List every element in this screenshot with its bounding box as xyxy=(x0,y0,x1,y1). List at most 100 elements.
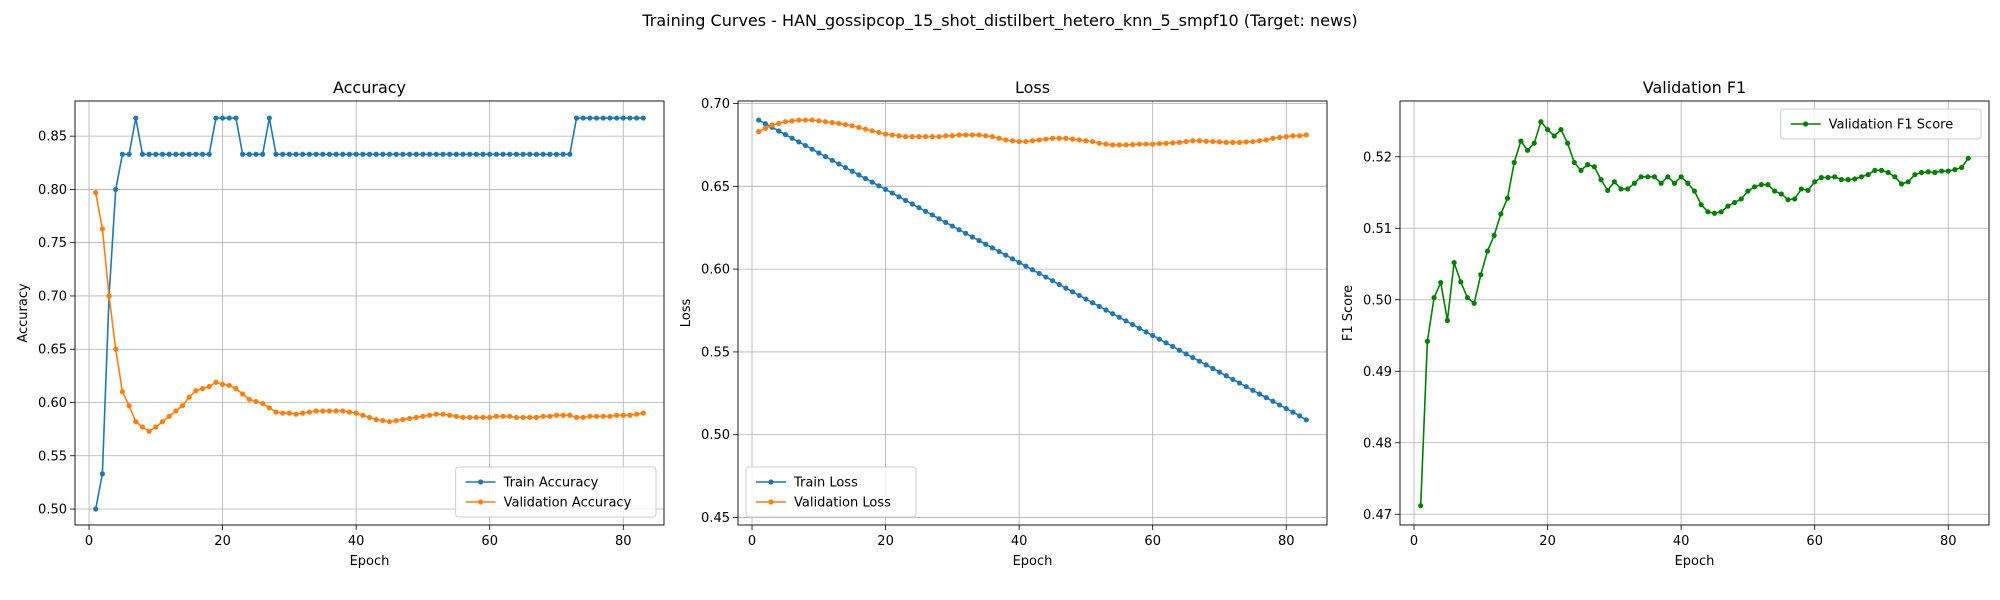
data-point xyxy=(213,115,219,121)
grid xyxy=(1400,101,1989,525)
data-point xyxy=(963,132,969,138)
data-point xyxy=(1678,174,1684,180)
data-point xyxy=(789,135,795,141)
data-point xyxy=(326,408,333,414)
data-point xyxy=(493,151,499,157)
data-point xyxy=(159,151,166,157)
data-point xyxy=(1163,140,1169,146)
data-point xyxy=(513,414,520,421)
data-point xyxy=(1484,248,1491,254)
data-point xyxy=(1036,270,1042,277)
data-point xyxy=(1297,413,1303,419)
data-point xyxy=(943,219,949,226)
data-point xyxy=(903,134,909,140)
data-point xyxy=(1464,295,1471,301)
x-axis-label: Epoch xyxy=(1013,554,1053,569)
data-point xyxy=(487,151,493,157)
data-point xyxy=(842,164,849,171)
ticks: 0 20 40 60 80 0.47 0.48 0.49 0.50 0.51 0.52 xyxy=(1363,150,1956,549)
data-point xyxy=(1216,369,1223,375)
data-point xyxy=(193,388,199,394)
data-point xyxy=(1731,199,1738,206)
data-point xyxy=(1651,174,1658,180)
data-point xyxy=(1023,138,1029,145)
data-point xyxy=(113,346,119,352)
data-point xyxy=(916,134,922,140)
data-point xyxy=(1216,139,1223,145)
data-point xyxy=(1885,169,1891,176)
data-point xyxy=(427,412,433,418)
data-point xyxy=(533,414,540,421)
data-point xyxy=(587,413,593,419)
data-point xyxy=(1945,168,1951,174)
data-point xyxy=(929,134,935,140)
data-point xyxy=(620,412,626,418)
data-point xyxy=(173,408,179,414)
data-point xyxy=(1531,140,1537,146)
data-point xyxy=(1256,391,1263,397)
data-point xyxy=(313,151,319,157)
data-point xyxy=(513,151,520,157)
data-point xyxy=(756,129,762,135)
axes-frame xyxy=(1399,100,1990,526)
data-point xyxy=(1558,127,1564,133)
y-axis-label: F1 Score xyxy=(1341,285,1356,341)
data-point xyxy=(1250,387,1256,393)
data-point xyxy=(796,117,802,123)
y-tick-label: 0.55 xyxy=(38,449,67,464)
legend-swatch-marker xyxy=(478,479,484,485)
data-point xyxy=(113,186,119,193)
data-point xyxy=(600,115,606,121)
data-point xyxy=(909,201,915,207)
data-point xyxy=(996,248,1002,255)
data-point xyxy=(822,154,829,160)
data-point xyxy=(996,135,1002,141)
data-point xyxy=(949,133,955,139)
data-point xyxy=(1156,140,1162,147)
series-validation-f1-score xyxy=(1418,119,1971,509)
data-point xyxy=(186,394,192,400)
data-point xyxy=(126,151,132,157)
axes-frame xyxy=(737,100,1328,526)
legend: Train Accuracy Validation Accuracy xyxy=(455,466,657,518)
data-point xyxy=(580,414,586,421)
data-point xyxy=(226,382,232,389)
data-point xyxy=(520,414,526,421)
data-point xyxy=(1170,140,1176,146)
data-point xyxy=(153,424,159,430)
data-point xyxy=(166,151,172,157)
data-point xyxy=(1156,336,1162,342)
data-point xyxy=(1765,182,1771,188)
data-point xyxy=(159,419,166,425)
legend-swatch-marker xyxy=(1803,121,1809,127)
data-point xyxy=(493,413,499,419)
data-point xyxy=(1504,195,1511,201)
data-point xyxy=(923,208,929,214)
y-tick-label: 0.75 xyxy=(38,236,67,251)
data-point xyxy=(869,179,875,185)
data-point xyxy=(789,118,795,124)
data-point xyxy=(467,151,473,157)
series-validation-accuracy xyxy=(93,190,646,434)
data-point xyxy=(1738,196,1744,202)
data-point xyxy=(1090,138,1096,145)
data-point xyxy=(313,408,319,414)
data-point xyxy=(1009,256,1016,262)
data-point xyxy=(346,409,353,415)
data-point xyxy=(1256,138,1263,144)
data-point xyxy=(273,409,279,415)
data-point xyxy=(869,128,875,134)
data-point xyxy=(634,411,640,417)
panel-title: Validation F1 xyxy=(1643,78,1746,97)
data-point xyxy=(923,134,929,140)
data-point xyxy=(862,126,869,132)
data-point xyxy=(1276,134,1283,141)
data-point xyxy=(836,120,842,126)
panel-validation-f1: Validation F1 0 20 40 60 80 0.47 0.48 0.49 0.50 0.… xyxy=(1341,78,1990,569)
data-point xyxy=(1276,402,1283,408)
legend-entry-validation-f1-score: Validation F1 Score xyxy=(1829,118,1954,133)
data-point xyxy=(1056,281,1062,288)
ticks: 0 20 40 60 80 0.45 0.50 0.55 0.60 0.65 0.70 xyxy=(701,97,1294,549)
data-point xyxy=(1658,180,1664,186)
